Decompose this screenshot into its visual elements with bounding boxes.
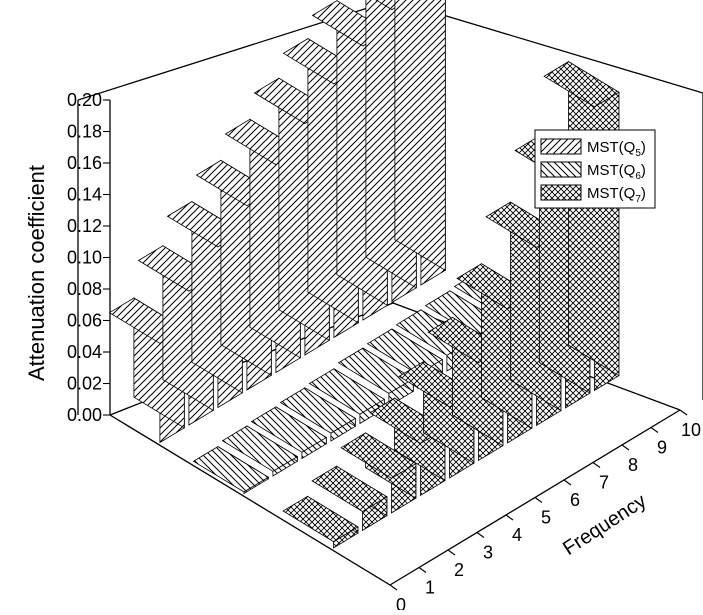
y-tick-label: 0.18	[67, 122, 102, 142]
bar-top-face	[543, 61, 620, 108]
legend: MST(Q5)MST(Q6)MST(Q7)	[534, 129, 656, 209]
bar-side-face	[568, 60, 620, 377]
bar	[311, 465, 388, 532]
x-tick-mark	[389, 584, 398, 591]
legend-entry-subscript: 6	[635, 171, 641, 182]
bar-top-face	[192, 446, 270, 493]
x-tick-label: 3	[483, 543, 493, 563]
x-tick-label: 2	[454, 560, 464, 580]
legend-entry-name: MST(Q	[587, 185, 635, 202]
bar	[221, 425, 299, 477]
bar-top-face	[308, 368, 386, 415]
legend-entry-suffix: )	[641, 162, 646, 179]
x-tick-label: 1	[425, 578, 435, 598]
series-1	[108, 0, 446, 444]
x-tick-mark	[418, 567, 427, 573]
y-tick-label: 0.16	[67, 153, 102, 173]
bar	[394, 0, 446, 286]
bar-top-face	[221, 425, 299, 472]
bar-top-face	[250, 406, 328, 453]
x-tick-label: 7	[599, 473, 609, 493]
y-tick-label: 0.20	[67, 90, 102, 110]
legend-swatch	[540, 161, 582, 178]
bar-top-face	[311, 465, 388, 512]
bar-side-face	[394, 0, 446, 272]
legend-entry-suffix: )	[641, 185, 646, 202]
x-tick-label: 8	[628, 455, 638, 475]
y-tick-label: 0.12	[67, 216, 102, 236]
x-tick-label: 4	[512, 525, 522, 545]
bar	[340, 432, 417, 514]
bar	[279, 387, 357, 442]
legend-entry: MST(Q5)	[587, 139, 646, 159]
legend-entry: MST(Q6)	[587, 162, 646, 182]
x-tick-mark	[679, 409, 688, 416]
y-tick-label: 0.04	[67, 342, 102, 362]
x-tick-mark	[621, 444, 630, 451]
legend-entry-name: MST(Q	[587, 162, 635, 179]
y-tick-label: 0.02	[67, 374, 102, 394]
bar-top-face	[340, 432, 417, 479]
bar	[192, 445, 270, 495]
x-tick-label: 9	[657, 438, 667, 458]
legend-swatch	[540, 184, 582, 201]
y-tick-label: 0.00	[67, 405, 102, 425]
bar	[250, 406, 328, 460]
floor-front-left-edge	[109, 414, 391, 586]
x-tick-label: 0	[396, 595, 406, 610]
x-tick-mark	[650, 427, 659, 433]
y-tick-label: 0.08	[67, 279, 102, 299]
bar	[308, 368, 386, 425]
legend-swatch	[540, 138, 582, 155]
legend-entry-subscript: 5	[635, 148, 641, 159]
legend-entry-suffix: )	[641, 139, 646, 156]
bar-top-face	[282, 495, 359, 543]
y-axis: 0.00 0.02 0.04 0.06 0.08 0.10 0.12 0.14 0.16 0.18…	[67, 90, 111, 425]
x-tick-label: 10	[681, 420, 701, 440]
x-tick-label: 5	[541, 508, 551, 528]
series-2	[192, 271, 531, 495]
y-axis-title: Attenuation coefficient	[24, 165, 49, 381]
y-tick-label: 0.14	[67, 185, 102, 205]
x-tick-mark	[505, 514, 514, 521]
bar	[282, 495, 359, 549]
legend-entry: MST(Q7)	[587, 185, 646, 205]
bar-top-face	[337, 347, 415, 394]
bars	[108, 0, 620, 549]
x-tick-mark	[563, 479, 572, 486]
x-tick-mark	[592, 462, 601, 468]
bar-top-face	[279, 387, 357, 434]
x-tick-label: 6	[570, 490, 580, 510]
legend-entry-name: MST(Q	[587, 139, 635, 156]
y-tick-label: 0.10	[67, 248, 102, 268]
y-tick-label: 0.06	[67, 311, 102, 331]
legend-entry-subscript: 7	[635, 194, 641, 205]
x-tick-mark	[476, 532, 485, 538]
x-tick-mark	[447, 549, 456, 556]
x-tick-mark	[534, 497, 543, 503]
